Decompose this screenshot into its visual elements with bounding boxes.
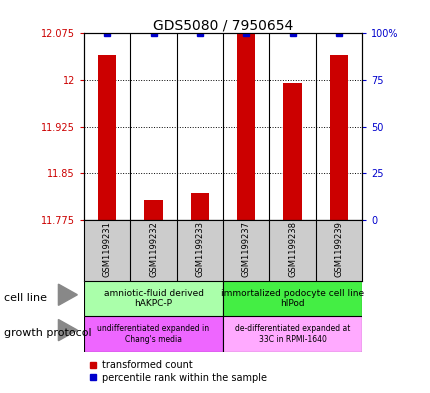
Bar [84, 281, 223, 316]
Text: amniotic-fluid derived
hAKPC-P: amniotic-fluid derived hAKPC-P [103, 289, 203, 309]
Legend: transformed count, percentile rank within the sample: transformed count, percentile rank withi… [89, 360, 266, 383]
Text: GSM1199233: GSM1199233 [195, 221, 204, 277]
Text: cell line: cell line [4, 293, 47, 303]
Bar [223, 281, 361, 316]
Text: GSM1199238: GSM1199238 [287, 221, 296, 277]
Polygon shape [58, 320, 77, 341]
Text: de-differentiated expanded at
33C in RPMI-1640: de-differentiated expanded at 33C in RPM… [234, 324, 350, 344]
Title: GDS5080 / 7950654: GDS5080 / 7950654 [153, 18, 292, 32]
Text: GSM1199237: GSM1199237 [241, 221, 250, 277]
Text: immortalized podocyte cell line
hIPod: immortalized podocyte cell line hIPod [221, 289, 363, 309]
Bar [283, 83, 301, 220]
Bar [190, 193, 209, 220]
Bar [237, 33, 255, 220]
Text: growth protocol: growth protocol [4, 328, 92, 338]
Text: undifferentiated expanded in
Chang's media: undifferentiated expanded in Chang's med… [97, 324, 209, 344]
Bar [223, 316, 361, 352]
Bar [144, 200, 163, 220]
Text: GSM1199239: GSM1199239 [334, 221, 343, 277]
Polygon shape [58, 284, 77, 305]
Text: GSM1199232: GSM1199232 [149, 221, 158, 277]
Bar [98, 55, 116, 220]
Text: GSM1199231: GSM1199231 [102, 221, 111, 277]
Bar [329, 55, 347, 220]
Bar [84, 316, 223, 352]
